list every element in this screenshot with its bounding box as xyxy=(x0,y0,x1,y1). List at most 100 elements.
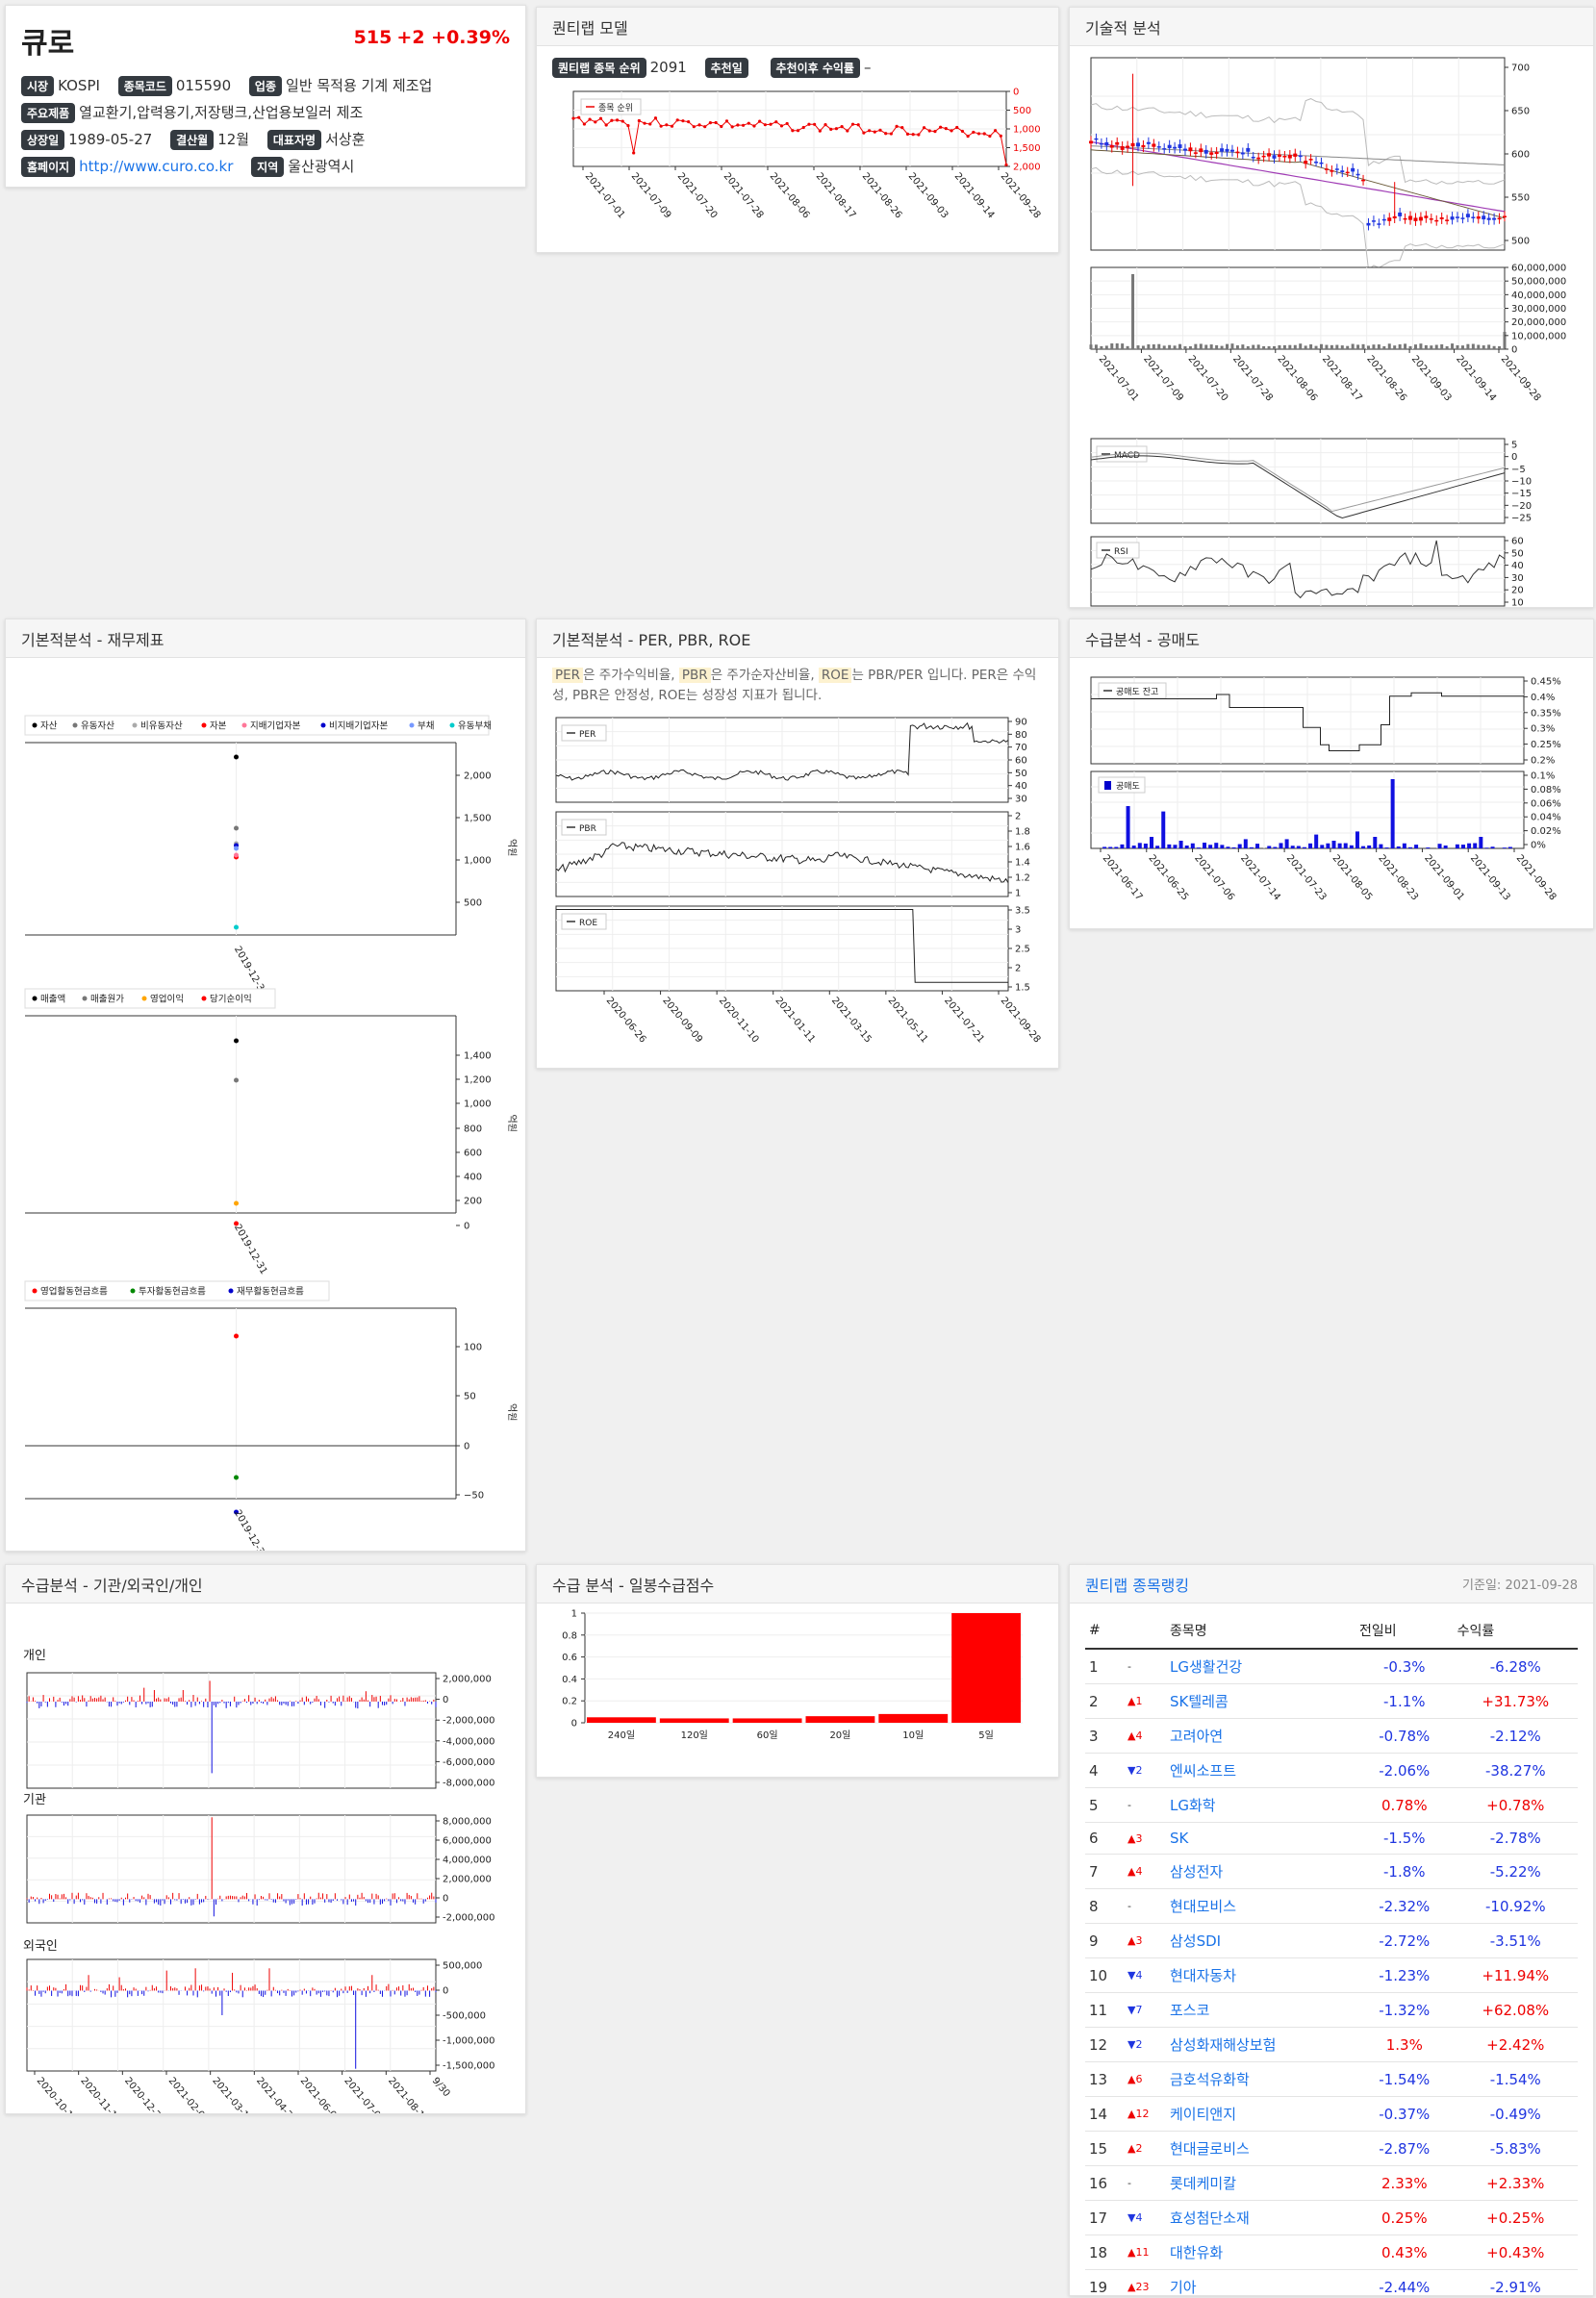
volume-bar xyxy=(1451,343,1455,349)
short-balance-legend-label: 공매도 잔고 xyxy=(1116,687,1158,697)
fundamental-date-label: 2019-12-31 xyxy=(232,1223,269,1276)
stock-link[interactable]: 대한유화 xyxy=(1170,2244,1224,2261)
ceo-badge: 대표자명 xyxy=(266,130,322,150)
stock-link[interactable]: LG생활건강 xyxy=(1170,1658,1243,1676)
homepage-link[interactable]: http://www.curo.co.kr xyxy=(79,158,234,175)
candle-body xyxy=(1471,216,1476,218)
fundamental-point xyxy=(234,1200,240,1206)
stock-link[interactable]: 현대글로비스 xyxy=(1170,2140,1250,2158)
market-badge: 시장 xyxy=(21,76,55,96)
rank-number: 12 xyxy=(1085,2027,1124,2062)
stock-link[interactable]: 효성첨단소재 xyxy=(1170,2210,1250,2227)
short-volume-bar xyxy=(1343,843,1348,848)
legend-dot xyxy=(320,722,326,728)
volume-bar xyxy=(1199,343,1203,349)
stock-link[interactable]: LG화학 xyxy=(1170,1797,1216,1814)
quant-rank-point xyxy=(939,125,943,129)
quant-rank-point xyxy=(659,124,663,128)
stock-change: +2 +0.39% xyxy=(396,27,510,48)
fiscal-badge: 결산월 xyxy=(170,130,215,150)
volume-bar xyxy=(1220,345,1224,349)
volume-bar xyxy=(1314,345,1318,349)
short-sell-card: 수급분석 - 공매도 공매도 잔고 0.45% 0.4% 0.35% 0.3% 0.25%… xyxy=(1069,619,1594,929)
individual-plot-frame xyxy=(26,1672,437,1789)
day-change: -1.8% xyxy=(1355,1854,1454,1889)
volume-bar xyxy=(1141,345,1145,349)
short-volume-bar xyxy=(1161,811,1166,848)
per-pbr-card: 기본적분석 - PER, PBR, ROE PER 은 주가수익비율, PBR 은 … xyxy=(536,619,1059,1069)
short-volume-bar xyxy=(1190,843,1195,848)
quant-rank-point xyxy=(955,125,959,130)
volume-y-tick-label: 40,000,000 xyxy=(1511,290,1566,301)
candle-body xyxy=(1351,167,1355,172)
stock-link[interactable]: 롯데케미칼 xyxy=(1170,2175,1237,2192)
quant-rank-point xyxy=(927,129,931,133)
candle-body xyxy=(1450,216,1455,220)
day-change: -2.32% xyxy=(1355,1888,1454,1924)
day-change: -2.44% xyxy=(1355,2269,1454,2295)
col-day: 전일비 xyxy=(1355,1613,1454,1650)
short-volume-bar xyxy=(1184,846,1189,848)
rank-move: ▲23 xyxy=(1124,2269,1166,2295)
volume-bar xyxy=(1487,344,1491,349)
candle-body xyxy=(1209,152,1214,155)
rank-number: 15 xyxy=(1085,2131,1124,2166)
quant-rank-point xyxy=(577,115,581,119)
per-x-tick-label: 2021-09-28 xyxy=(999,996,1043,1046)
stock-link[interactable]: SK xyxy=(1170,1830,1189,1847)
stock-link[interactable]: 고려아연 xyxy=(1170,1728,1224,1745)
stock-link[interactable]: 현대모비스 xyxy=(1170,1898,1237,1915)
quant-rank-point xyxy=(999,134,1002,138)
day-change: -1.5% xyxy=(1355,1822,1454,1855)
ranking-row: 17 ▼4 효성첨단소재 0.25% +0.25% xyxy=(1085,2200,1578,2235)
stock-link[interactable]: 현대자동차 xyxy=(1170,1967,1237,1984)
candle-body xyxy=(1398,212,1403,216)
stock-link[interactable]: 엔씨소프트 xyxy=(1170,1762,1237,1780)
stock-link[interactable]: 삼성SDI xyxy=(1170,1932,1222,1950)
quant-rank-point xyxy=(758,119,762,123)
short-volume-bar xyxy=(1108,846,1113,848)
short-volume-bar xyxy=(1102,846,1107,848)
volume-bar xyxy=(1188,345,1192,349)
short-volume-bar xyxy=(1426,847,1431,848)
short-volume-bar xyxy=(1507,846,1512,848)
legend-box xyxy=(24,988,276,1009)
volume-bar xyxy=(1482,345,1485,349)
candle-body xyxy=(1319,162,1324,164)
foreign-y-tick-label: -1,500,000 xyxy=(443,2061,495,2072)
code-value: 015590 xyxy=(175,77,232,94)
stock-link[interactable]: 삼성전자 xyxy=(1170,1863,1224,1881)
quant-rank-point xyxy=(730,125,734,129)
candle-body xyxy=(1267,153,1272,157)
short-volume-bar xyxy=(1396,846,1401,848)
short-volume-bar xyxy=(1379,844,1383,848)
stock-link[interactable]: 케이티앤지 xyxy=(1170,2106,1237,2123)
quant-rank-point xyxy=(681,119,685,123)
ranking-header[interactable]: 퀀티랩 종목랭킹 xyxy=(1085,1576,1190,1595)
pbr-y-tick-label: 1.2 xyxy=(1015,872,1030,883)
stock-link[interactable]: 기아 xyxy=(1170,2279,1197,2296)
volume-bar xyxy=(1325,344,1329,349)
short-volume-bar xyxy=(1120,844,1125,848)
legend-dot xyxy=(72,722,78,728)
short-sell-chart: 공매도 잔고 0.45% 0.4% 0.35% 0.3% 0.25% 0.2% 공매도 0.1%… xyxy=(1090,676,1561,902)
short-volume-bar xyxy=(1214,843,1219,848)
quant-rank-point xyxy=(972,130,975,135)
homepage-badge: 홈페이지 xyxy=(21,157,76,177)
volume-bar xyxy=(1361,343,1365,349)
short-volume-bar xyxy=(1196,847,1201,848)
volume-bar xyxy=(1434,344,1438,349)
rank-number: 19 xyxy=(1085,2269,1124,2295)
stock-link[interactable]: 삼성화재해상보험 xyxy=(1170,2036,1277,2054)
ranking-row: 8- 현대모비스 -2.32% -10.92% xyxy=(1085,1888,1578,1924)
volume-y-tick-label: 10,000,000 xyxy=(1511,331,1566,341)
stock-link[interactable]: 금호석유화학 xyxy=(1170,2071,1250,2088)
quant-rank-point xyxy=(829,127,833,131)
stock-link[interactable]: SK텔레콤 xyxy=(1170,1693,1229,1710)
investor-header: 수급분석 - 기관/외국인/개인 xyxy=(21,1576,203,1595)
individual-y-tick-label: 2,000,000 xyxy=(443,1675,492,1685)
rsi-y-tick-label: 40 xyxy=(1511,561,1524,571)
fundamental-point xyxy=(234,1221,240,1226)
stock-link[interactable]: 포스코 xyxy=(1170,2002,1210,2019)
short-volume-bar xyxy=(1314,834,1319,848)
